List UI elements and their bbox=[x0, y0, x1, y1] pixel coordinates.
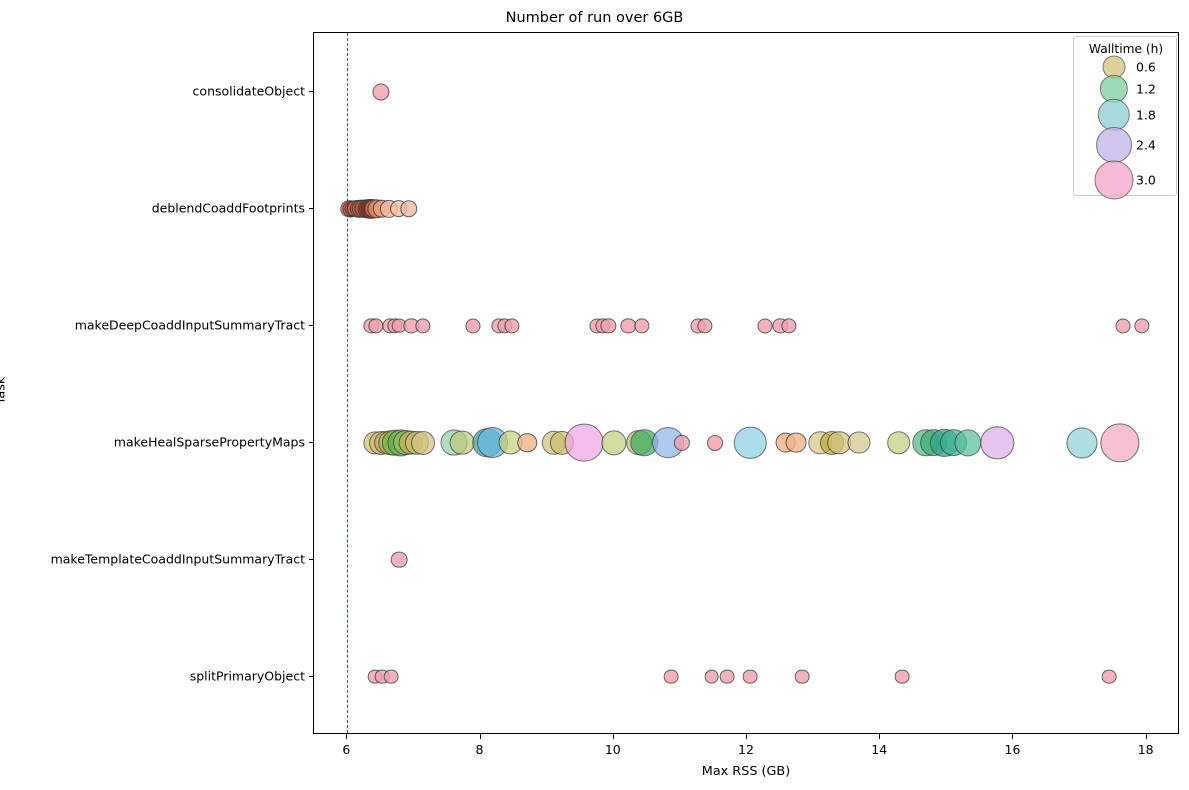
scatter-point bbox=[465, 317, 481, 334]
scatter-point bbox=[794, 669, 810, 684]
y-axis-tick-label-makeHealSparsePropertyMaps: makeHealSparsePropertyMaps bbox=[113, 434, 305, 449]
scatter-point bbox=[954, 428, 982, 457]
scatter-point bbox=[601, 429, 627, 456]
legend-marker bbox=[1096, 127, 1132, 163]
legend-label: 2.4 bbox=[1136, 137, 1156, 153]
legend-marker bbox=[1094, 160, 1134, 200]
x-axis-tick bbox=[612, 734, 614, 739]
y-axis-tick bbox=[308, 441, 313, 443]
y-axis-tick-label-splitPrimaryObject: splitPrimaryObject bbox=[189, 668, 305, 683]
y-axis-tick bbox=[308, 90, 313, 92]
y-axis-tick bbox=[308, 207, 313, 209]
scatter-point bbox=[757, 317, 773, 334]
x-axis-tick bbox=[746, 734, 747, 739]
y-axis-tick-label-deblendCoaddFootprints: deblendCoaddFootprints bbox=[151, 200, 305, 215]
scatter-point bbox=[1100, 422, 1140, 463]
scatter-point bbox=[742, 669, 758, 684]
scatter-point bbox=[399, 199, 418, 218]
scatter-points-layer bbox=[314, 33, 1178, 733]
plot-area bbox=[313, 32, 1179, 734]
scatter-point bbox=[1115, 317, 1131, 334]
scatter-point bbox=[517, 432, 537, 453]
scatter-point bbox=[1134, 317, 1150, 334]
x-axis-tick-label: 6 bbox=[342, 742, 351, 757]
scatter-point bbox=[707, 434, 724, 451]
x-axis-tick bbox=[879, 734, 881, 739]
scatter-point bbox=[410, 430, 435, 455]
x-axis-tick bbox=[346, 734, 348, 739]
scatter-point bbox=[449, 430, 475, 455]
legend: Walltime (h) 0.6 1.2 1.8 2.4 3.0 bbox=[1073, 36, 1177, 200]
scatter-point bbox=[630, 428, 659, 457]
x-axis-tick-label: 18 bbox=[1137, 742, 1154, 757]
scatter-point bbox=[383, 669, 399, 684]
scatter-point bbox=[390, 551, 408, 568]
legend-title: Walltime (h) bbox=[1088, 42, 1164, 56]
y-axis-tick-label-makeTemplateCoaddInputSummaryTract: makeTemplateCoaddInputSummaryTract bbox=[50, 551, 305, 566]
x-axis-tick-label: 14 bbox=[871, 742, 888, 757]
scatter-point bbox=[372, 82, 390, 101]
page-title: Number of run over 6GB bbox=[505, 10, 684, 26]
scatter-point bbox=[600, 317, 617, 334]
x-axis-tick bbox=[1145, 734, 1147, 739]
x-axis-tick-label: 10 bbox=[604, 742, 621, 757]
scatter-point bbox=[504, 317, 520, 334]
scatter-point bbox=[697, 317, 713, 334]
scatter-point bbox=[565, 423, 604, 462]
legend-label: 3.0 bbox=[1136, 172, 1156, 188]
scatter-point bbox=[704, 669, 720, 684]
scatter-point bbox=[781, 317, 797, 334]
scatter-point bbox=[663, 669, 679, 684]
scatter-point bbox=[634, 317, 650, 334]
scatter-point bbox=[980, 425, 1015, 460]
scatter-point bbox=[887, 430, 911, 455]
x-axis-tick-label: 16 bbox=[1004, 742, 1021, 757]
legend-marker bbox=[1097, 98, 1131, 132]
threshold-line bbox=[347, 33, 349, 733]
y-axis-tick-label-consolidateObject: consolidateObject bbox=[192, 83, 305, 98]
x-axis-tick-label: 8 bbox=[475, 742, 484, 757]
scatter-point bbox=[1066, 426, 1098, 459]
scatter-point bbox=[785, 432, 807, 453]
scatter-point bbox=[847, 431, 871, 454]
x-axis-tick bbox=[479, 734, 481, 739]
legend-label: 0.6 bbox=[1136, 59, 1156, 75]
scatter-point bbox=[719, 669, 735, 684]
x-axis-label: Max RSS (GB) bbox=[701, 764, 791, 779]
y-axis-tick bbox=[308, 558, 313, 560]
legend-label: 1.8 bbox=[1136, 107, 1156, 123]
y-axis-tick bbox=[308, 675, 313, 677]
y-axis-tick-label-makeDeepCoaddInputSummaryTract: makeDeepCoaddInputSummaryTract bbox=[74, 317, 305, 332]
scatter-point bbox=[414, 317, 431, 334]
x-axis-tick-label: 12 bbox=[738, 742, 754, 757]
scatter-point bbox=[368, 317, 384, 334]
scatter-point bbox=[673, 434, 690, 451]
legend-label: 1.2 bbox=[1136, 81, 1156, 97]
scatter-point bbox=[734, 426, 767, 459]
scatter-point bbox=[1102, 669, 1117, 684]
y-axis-tick bbox=[308, 324, 313, 326]
y-axis-label: Task bbox=[0, 376, 9, 405]
scatter-point bbox=[894, 669, 910, 684]
x-axis-tick bbox=[1012, 734, 1014, 739]
